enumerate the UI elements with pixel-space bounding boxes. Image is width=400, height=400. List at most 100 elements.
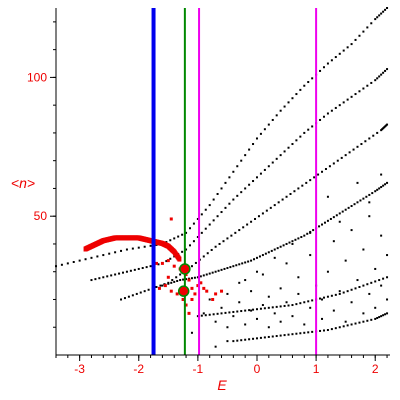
curve-point [326, 329, 329, 332]
curve-point [386, 276, 389, 279]
red-point [157, 286, 161, 290]
curve-point [342, 325, 345, 328]
curve-point [348, 151, 351, 154]
curve-point [288, 241, 291, 244]
curve-point [319, 329, 322, 332]
curve-point [238, 263, 241, 266]
curve-point [208, 272, 211, 275]
curve-point [342, 49, 345, 52]
curve-point [135, 292, 138, 295]
curve-point [229, 266, 232, 269]
curve-point [214, 245, 217, 248]
curve-point [230, 234, 233, 237]
curve-point [208, 313, 211, 316]
scatter-point [374, 267, 377, 270]
curve-point [255, 137, 258, 140]
curve-point [275, 114, 278, 117]
curve-point [346, 290, 349, 293]
curve-point [356, 201, 359, 204]
red-point [220, 289, 224, 293]
curve-point [362, 284, 365, 287]
curve-point [384, 313, 387, 316]
curve-point [188, 244, 191, 247]
curve-point [283, 105, 286, 108]
red-point [214, 292, 218, 296]
curve-point [226, 237, 229, 240]
curve-point [340, 156, 343, 159]
curve-point [362, 197, 365, 200]
curve-point [370, 318, 373, 321]
curve-point [228, 311, 231, 314]
curve-point [321, 223, 324, 226]
curve-point [346, 98, 349, 101]
curve-point [282, 244, 285, 247]
curve-point [204, 314, 207, 317]
curve-point [326, 112, 329, 115]
curve-point [344, 154, 347, 157]
scatter-point [321, 298, 324, 301]
curve-point [303, 234, 306, 237]
curve-point [362, 320, 365, 323]
curve-point [131, 247, 134, 250]
curve-point [261, 254, 264, 257]
curve-point [242, 226, 245, 229]
curve-point [332, 162, 335, 165]
red-point [166, 259, 170, 263]
curve-point [330, 294, 333, 297]
curve-point [350, 43, 353, 46]
scatter-point [380, 173, 383, 176]
curve-point [271, 161, 274, 164]
curve-point [386, 181, 389, 184]
curve-point [287, 304, 290, 307]
scatter-point [368, 201, 371, 204]
scatter-point [190, 331, 193, 334]
curve-point [226, 267, 229, 270]
curve-point [299, 135, 302, 138]
curve-point [307, 128, 310, 131]
curve-point [347, 206, 350, 209]
curve-point [252, 337, 255, 340]
curve-point [295, 303, 298, 306]
scatter-point [226, 292, 229, 295]
curve-point [185, 248, 188, 251]
curve-point [190, 265, 193, 268]
curve-point [382, 277, 385, 280]
curve-point [236, 339, 239, 342]
curve-point [330, 59, 333, 62]
curve-point [200, 231, 203, 234]
curve-point [78, 259, 81, 262]
curve-point [307, 81, 310, 84]
curve-point [294, 238, 297, 241]
curve-point [129, 269, 132, 272]
curve-point [232, 265, 235, 268]
curve-point [96, 255, 99, 258]
highlight-circle [179, 263, 191, 275]
curve-point [273, 204, 276, 207]
plot-marks [55, 7, 389, 355]
curve-point [252, 143, 255, 146]
curve-point [299, 88, 302, 91]
curve-point [214, 270, 217, 273]
curve-point [232, 310, 235, 313]
curve-point [360, 143, 363, 146]
curve-point [368, 137, 371, 140]
curve-point [255, 256, 258, 259]
curve-point [338, 212, 341, 215]
curve-point [287, 333, 290, 336]
curve-point [335, 214, 338, 217]
red-point [190, 286, 194, 290]
curve-point [354, 322, 357, 325]
red-point [166, 275, 170, 279]
curve-point [254, 217, 257, 220]
curve-point [380, 12, 383, 15]
curve-point [350, 288, 353, 291]
curve-point [359, 199, 362, 202]
curve-point [123, 297, 126, 300]
curve-point [145, 266, 148, 269]
curve-point [344, 208, 347, 211]
curve-point [338, 326, 341, 329]
scatter-point [356, 181, 359, 184]
curve-point [353, 203, 356, 206]
curve-point [114, 251, 117, 254]
scatter-point [386, 298, 389, 301]
